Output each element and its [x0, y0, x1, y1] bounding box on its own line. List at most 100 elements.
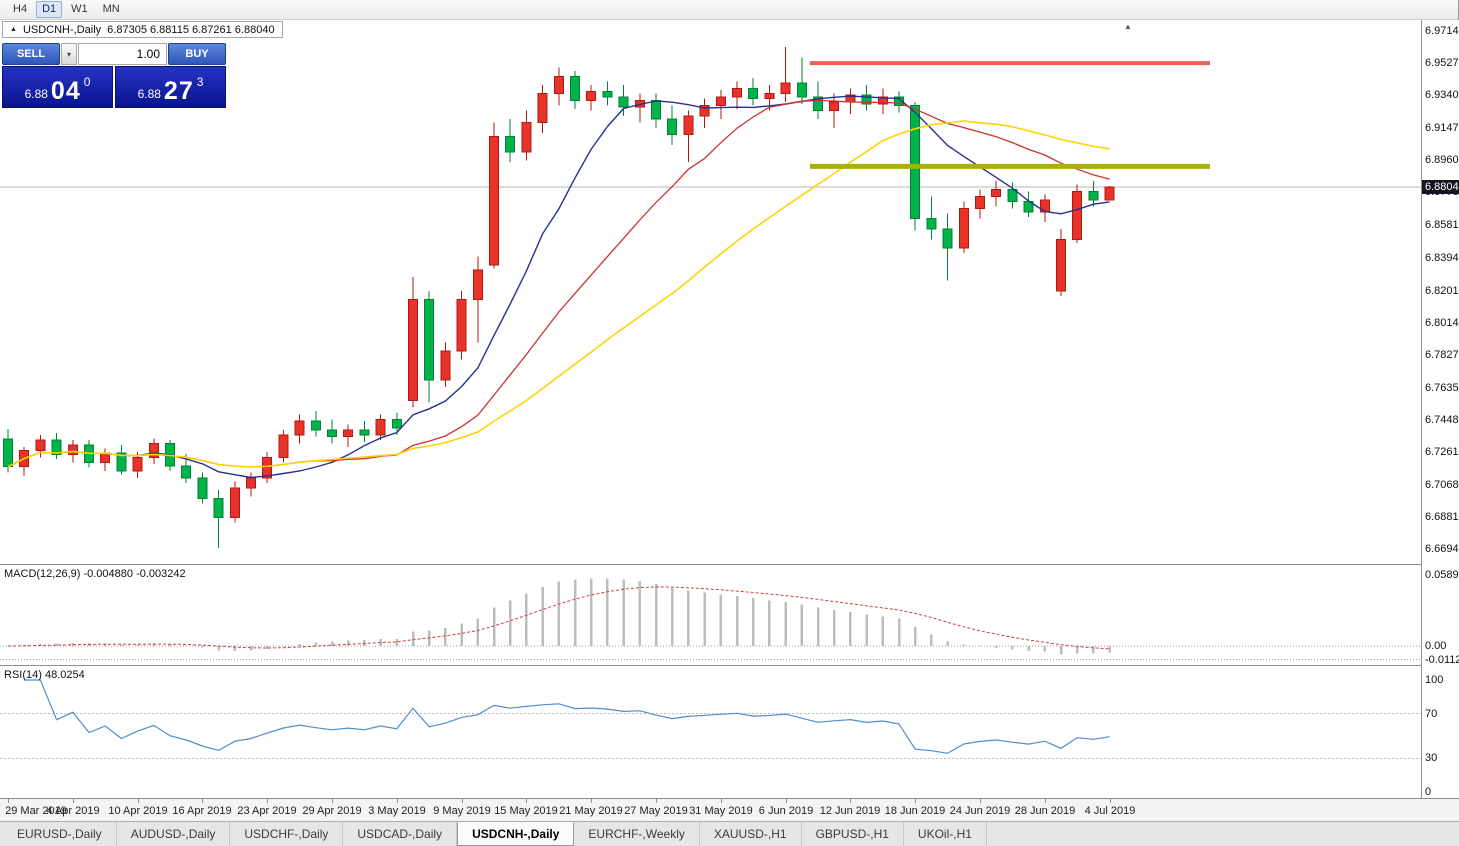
buy-price-prefix: 6.88: [137, 87, 161, 101]
ohlc-values: 6.87305 6.88115 6.87261 6.88040: [107, 23, 275, 36]
timeframe-button-mn[interactable]: MN: [97, 1, 126, 18]
chart-tab-eurusd-daily[interactable]: EURUSD-,Daily: [3, 822, 117, 846]
macd-indicator-chart[interactable]: [0, 565, 1421, 665]
date-tick-mark: [526, 799, 528, 803]
buy-price-sup: 3: [196, 75, 204, 89]
date-tick-mark: [332, 799, 333, 803]
macd-axis-label: 0.00: [1425, 640, 1447, 652]
chevron-down-icon: ▾: [66, 49, 71, 59]
rsi-axis-label: 70: [1425, 708, 1438, 720]
date-tick-mark: [461, 799, 463, 803]
date-tick-mark: [656, 799, 657, 803]
timeframe-button-h4[interactable]: H4: [7, 1, 33, 18]
buy-price-display[interactable]: 6.88 27 3: [115, 66, 226, 108]
rsi-axis-label: 100: [1425, 674, 1444, 686]
macd-label: MACD(12,26,9) -0.004880 -0.003242: [4, 568, 186, 580]
date-axis-label: 9 May 2019: [433, 805, 491, 817]
chart-tab-ukoil-h1[interactable]: UKOil-,H1: [904, 822, 987, 846]
macd-axis-label: -0.011273: [1425, 654, 1459, 666]
date-axis-label: 29 Mar 2019: [5, 805, 67, 817]
price-axis-label: 6.89605: [1425, 154, 1459, 166]
price-axis-label: 6.68815: [1425, 511, 1459, 523]
timeframe-toolbar: H4 D1 W1 MN: [0, 0, 1458, 20]
price-axis-label: 6.85810: [1425, 219, 1459, 231]
chart-title: ▲ USDCNH-,Daily 6.87305 6.88115 6.87261 …: [2, 21, 283, 38]
price-axis-label: 6.82015: [1425, 285, 1459, 297]
panel-splitter[interactable]: [0, 564, 1421, 565]
date-tick-mark: [8, 799, 9, 803]
date-tick-mark: [1044, 799, 1046, 803]
timeframe-button-w1[interactable]: W1: [65, 1, 94, 18]
date-axis-label: 6 Jun 2019: [758, 805, 814, 817]
rsi-indicator-chart[interactable]: [0, 666, 1421, 797]
rsi-axis-label: 0: [1425, 786, 1432, 798]
date-axis-label: 24 Jun 2019: [949, 805, 1011, 817]
chart-tab-gbpusd-h1[interactable]: GBPUSD-,H1: [802, 822, 904, 846]
date-tick-mark: [720, 799, 722, 803]
date-tick-mark: [1109, 799, 1111, 803]
date-tick-mark: [396, 799, 398, 803]
date-axis-label: 23 Apr 2019: [237, 805, 297, 817]
price-axis-label: 6.76350: [1425, 382, 1459, 394]
date-tick-mark: [137, 799, 139, 803]
buy-price-big: 27: [163, 77, 194, 105]
price-axis-label: 6.70685: [1425, 479, 1459, 491]
date-tick-mark: [202, 799, 204, 803]
chart-shift-marker-icon[interactable]: ▲: [1124, 22, 1132, 31]
date-axis-label: 4 Apr 2019: [46, 805, 100, 817]
date-axis-label: 29 Apr 2019: [302, 805, 362, 817]
date-axis-label: 18 Jun 2019: [884, 805, 946, 817]
price-axis-label: 6.95270: [1425, 57, 1459, 69]
lot-size-input[interactable]: [78, 43, 167, 65]
sell-price-prefix: 6.88: [24, 87, 48, 101]
chart-tab-eurchf-weekly[interactable]: EURCHF-,Weekly: [574, 822, 700, 846]
price-axis-label: 6.93400: [1425, 89, 1459, 101]
chart-tab-usdcad-daily[interactable]: USDCAD-,Daily: [343, 822, 458, 846]
price-axis-label: 6.74480: [1425, 414, 1459, 426]
price-axis-label: 6.66945: [1425, 543, 1459, 555]
date-tick-mark: [980, 799, 981, 803]
date-axis-label: 31 May 2019: [689, 805, 753, 817]
candlestick-chart[interactable]: [0, 20, 1421, 564]
date-axis-label: 27 May 2019: [624, 805, 688, 817]
price-axis-label: 6.80145: [1425, 317, 1459, 329]
date-axis-label: 28 Jun 2019: [1014, 805, 1076, 817]
date-axis-label: 10 Apr 2019: [108, 805, 168, 817]
date-axis[interactable]: 29 Mar 2019 4 Apr 2019 10 Apr 2019 16 Apr 2…: [0, 798, 1459, 821]
date-tick-mark: [785, 799, 787, 803]
panel-splitter[interactable]: [0, 665, 1421, 666]
timeframe-button-d1[interactable]: D1: [36, 1, 63, 18]
collapse-arrow-icon[interactable]: ▲: [10, 25, 17, 33]
date-tick-mark: [591, 799, 593, 803]
price-axis-label: 6.78275: [1425, 349, 1459, 361]
symbol-label: USDCNH-,Daily: [22, 23, 102, 36]
date-axis-label: 12 Jun 2019: [819, 805, 881, 817]
price-axis-label: 6.91475: [1425, 122, 1459, 134]
current-price-badge: 6.88040: [1422, 180, 1459, 194]
date-axis-label: 21 May 2019: [559, 805, 623, 817]
chart-tab-audusd-daily[interactable]: AUDUSD-,Daily: [117, 822, 231, 846]
lot-dropdown-button[interactable]: ▾: [61, 43, 77, 65]
sell-price-big: 04: [50, 77, 81, 105]
date-tick-mark: [72, 799, 74, 803]
chart-tab-xauusd-h1[interactable]: XAUUSD-,H1: [700, 822, 802, 846]
chart-tab-usdchf-daily[interactable]: USDCHF-,Daily: [230, 822, 344, 846]
price-axis-label: 6.83940: [1425, 252, 1459, 264]
price-axis[interactable]: 6.971406.952706.934006.914756.896056.877…: [1421, 20, 1459, 798]
macd-axis-label: 0.058954: [1425, 569, 1459, 581]
buy-button[interactable]: BUY: [168, 43, 226, 65]
date-tick-mark: [267, 799, 269, 803]
sell-price-sup: 0: [83, 75, 91, 89]
price-axis-label: 6.97140: [1425, 25, 1459, 37]
rsi-label: RSI(14) 48.0254: [4, 669, 85, 681]
one-click-trading-panel: SELL ▾ BUY 6.88 04 0 6.88 27 3: [2, 43, 226, 108]
date-axis-label: 4 Jul 2019: [1084, 805, 1136, 817]
date-tick-mark: [850, 799, 852, 803]
price-axis-label: 6.72610: [1425, 446, 1459, 458]
sell-price-display[interactable]: 6.88 04 0: [2, 66, 113, 108]
chart-tab-usdcnh-daily[interactable]: USDCNH-,Daily: [457, 822, 575, 846]
date-axis-label: 16 Apr 2019: [172, 805, 232, 817]
sell-button[interactable]: SELL: [2, 43, 60, 65]
date-tick-mark: [915, 799, 917, 803]
